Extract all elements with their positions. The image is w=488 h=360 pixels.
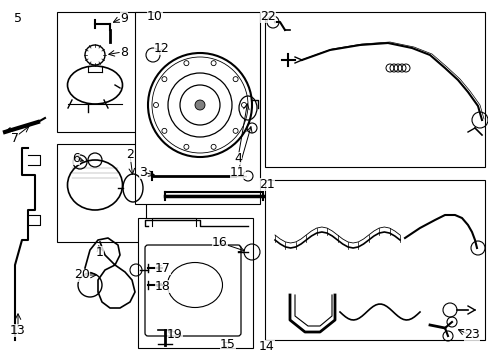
Text: 2: 2 [126, 148, 134, 162]
Text: 18: 18 [155, 279, 171, 292]
Text: 9: 9 [120, 12, 128, 24]
Text: 8: 8 [120, 45, 128, 58]
Text: 20: 20 [74, 269, 90, 282]
Text: 5: 5 [14, 12, 22, 24]
Text: 14: 14 [259, 339, 274, 352]
Text: 23: 23 [463, 328, 479, 342]
Circle shape [162, 129, 166, 133]
Bar [135, 12, 260, 204]
Text: 10: 10 [147, 9, 163, 22]
Circle shape [183, 60, 188, 66]
Text: 1: 1 [96, 246, 104, 258]
Circle shape [211, 60, 216, 66]
Text: 7: 7 [11, 131, 19, 144]
Circle shape [233, 77, 238, 82]
Text: 12: 12 [154, 41, 169, 54]
Text: 4: 4 [234, 152, 242, 165]
Text: 13: 13 [10, 324, 26, 337]
Bar [264, 180, 484, 340]
Text: 6: 6 [72, 152, 80, 165]
Bar [138, 218, 252, 348]
Circle shape [162, 77, 166, 82]
Circle shape [211, 144, 216, 149]
Text: 16: 16 [212, 235, 227, 248]
Bar [264, 12, 484, 167]
Circle shape [183, 144, 188, 149]
Circle shape [233, 129, 238, 133]
Text: 3: 3 [139, 166, 146, 179]
Bar [57, 144, 146, 242]
Text: 19: 19 [167, 328, 183, 341]
Bar [57, 12, 146, 132]
Text: 11: 11 [230, 166, 245, 179]
FancyBboxPatch shape [145, 245, 241, 336]
Circle shape [153, 103, 158, 108]
Circle shape [195, 100, 204, 110]
Text: 21: 21 [259, 177, 274, 190]
Text: 17: 17 [155, 261, 171, 274]
Text: 22: 22 [260, 9, 275, 22]
Text: 15: 15 [220, 338, 235, 351]
Circle shape [241, 103, 246, 108]
